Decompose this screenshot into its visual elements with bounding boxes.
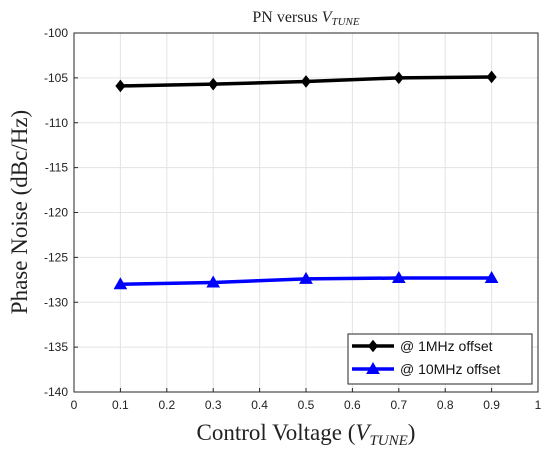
y-tick-label: -135 [44, 340, 68, 354]
series-layer [113, 70, 499, 290]
x-tick-label: 0.2 [158, 398, 175, 412]
data-point [208, 77, 219, 91]
legend-marker [367, 339, 379, 353]
y-tick-label: -125 [44, 250, 68, 264]
series-2 [113, 271, 499, 290]
x-tick-label: 0.9 [483, 398, 500, 412]
data-point [391, 271, 406, 284]
plot-frame [73, 32, 539, 393]
x-tick-label: 0.3 [205, 398, 222, 412]
data-point [113, 277, 128, 290]
x-tick-label: 0.8 [437, 398, 454, 412]
data-point [299, 271, 313, 284]
data-point [206, 275, 221, 288]
x-tick-label: 0 [71, 398, 78, 412]
data-point [115, 79, 126, 93]
x-tick-label: 0.7 [390, 398, 407, 412]
x-tick-label: 0.6 [344, 398, 361, 412]
x-tick-label: 0.5 [298, 398, 315, 412]
legend-marker [366, 361, 380, 374]
series-1 [115, 70, 497, 93]
chart-title: PN versus VTUNE [252, 9, 360, 28]
legend: @ 1MHz offset @ 10MHz offset [347, 333, 533, 385]
x-tick-label: 1 [535, 398, 542, 412]
y-tick-label: -110 [45, 116, 68, 130]
y-tick-label: -120 [44, 206, 68, 220]
legend-label: @ 10MHz offset [400, 361, 500, 377]
x-tick-label: 0.1 [112, 398, 129, 412]
y-tick-label: -115 [45, 161, 68, 175]
data-point [484, 271, 499, 284]
data-point [486, 70, 497, 84]
y-tick-label: -105 [44, 71, 68, 85]
y-tick-label: -130 [44, 295, 68, 309]
y-tick-label: -140 [44, 385, 68, 399]
x-axis-title: Control Voltage (VTUNE) [197, 420, 416, 449]
legend-label: @ 1MHz offset [400, 338, 493, 354]
data-point [393, 71, 404, 85]
data-point [300, 75, 312, 88]
y-tick-labels: -100 -105 -110 -115 -120 -125 -130 -135 -140 [44, 26, 68, 399]
legend-box [347, 333, 533, 385]
x-tick-labels: 0 0.1 0.2 0.3 0.4 0.5 0.6 0.7 0.8 0.9 1 [71, 398, 542, 412]
y-tick-label: -100 [44, 26, 68, 40]
y-axis-title: Phase Noise (dBc/Hz) [7, 110, 32, 314]
x-tick-label: 0.4 [251, 398, 268, 412]
